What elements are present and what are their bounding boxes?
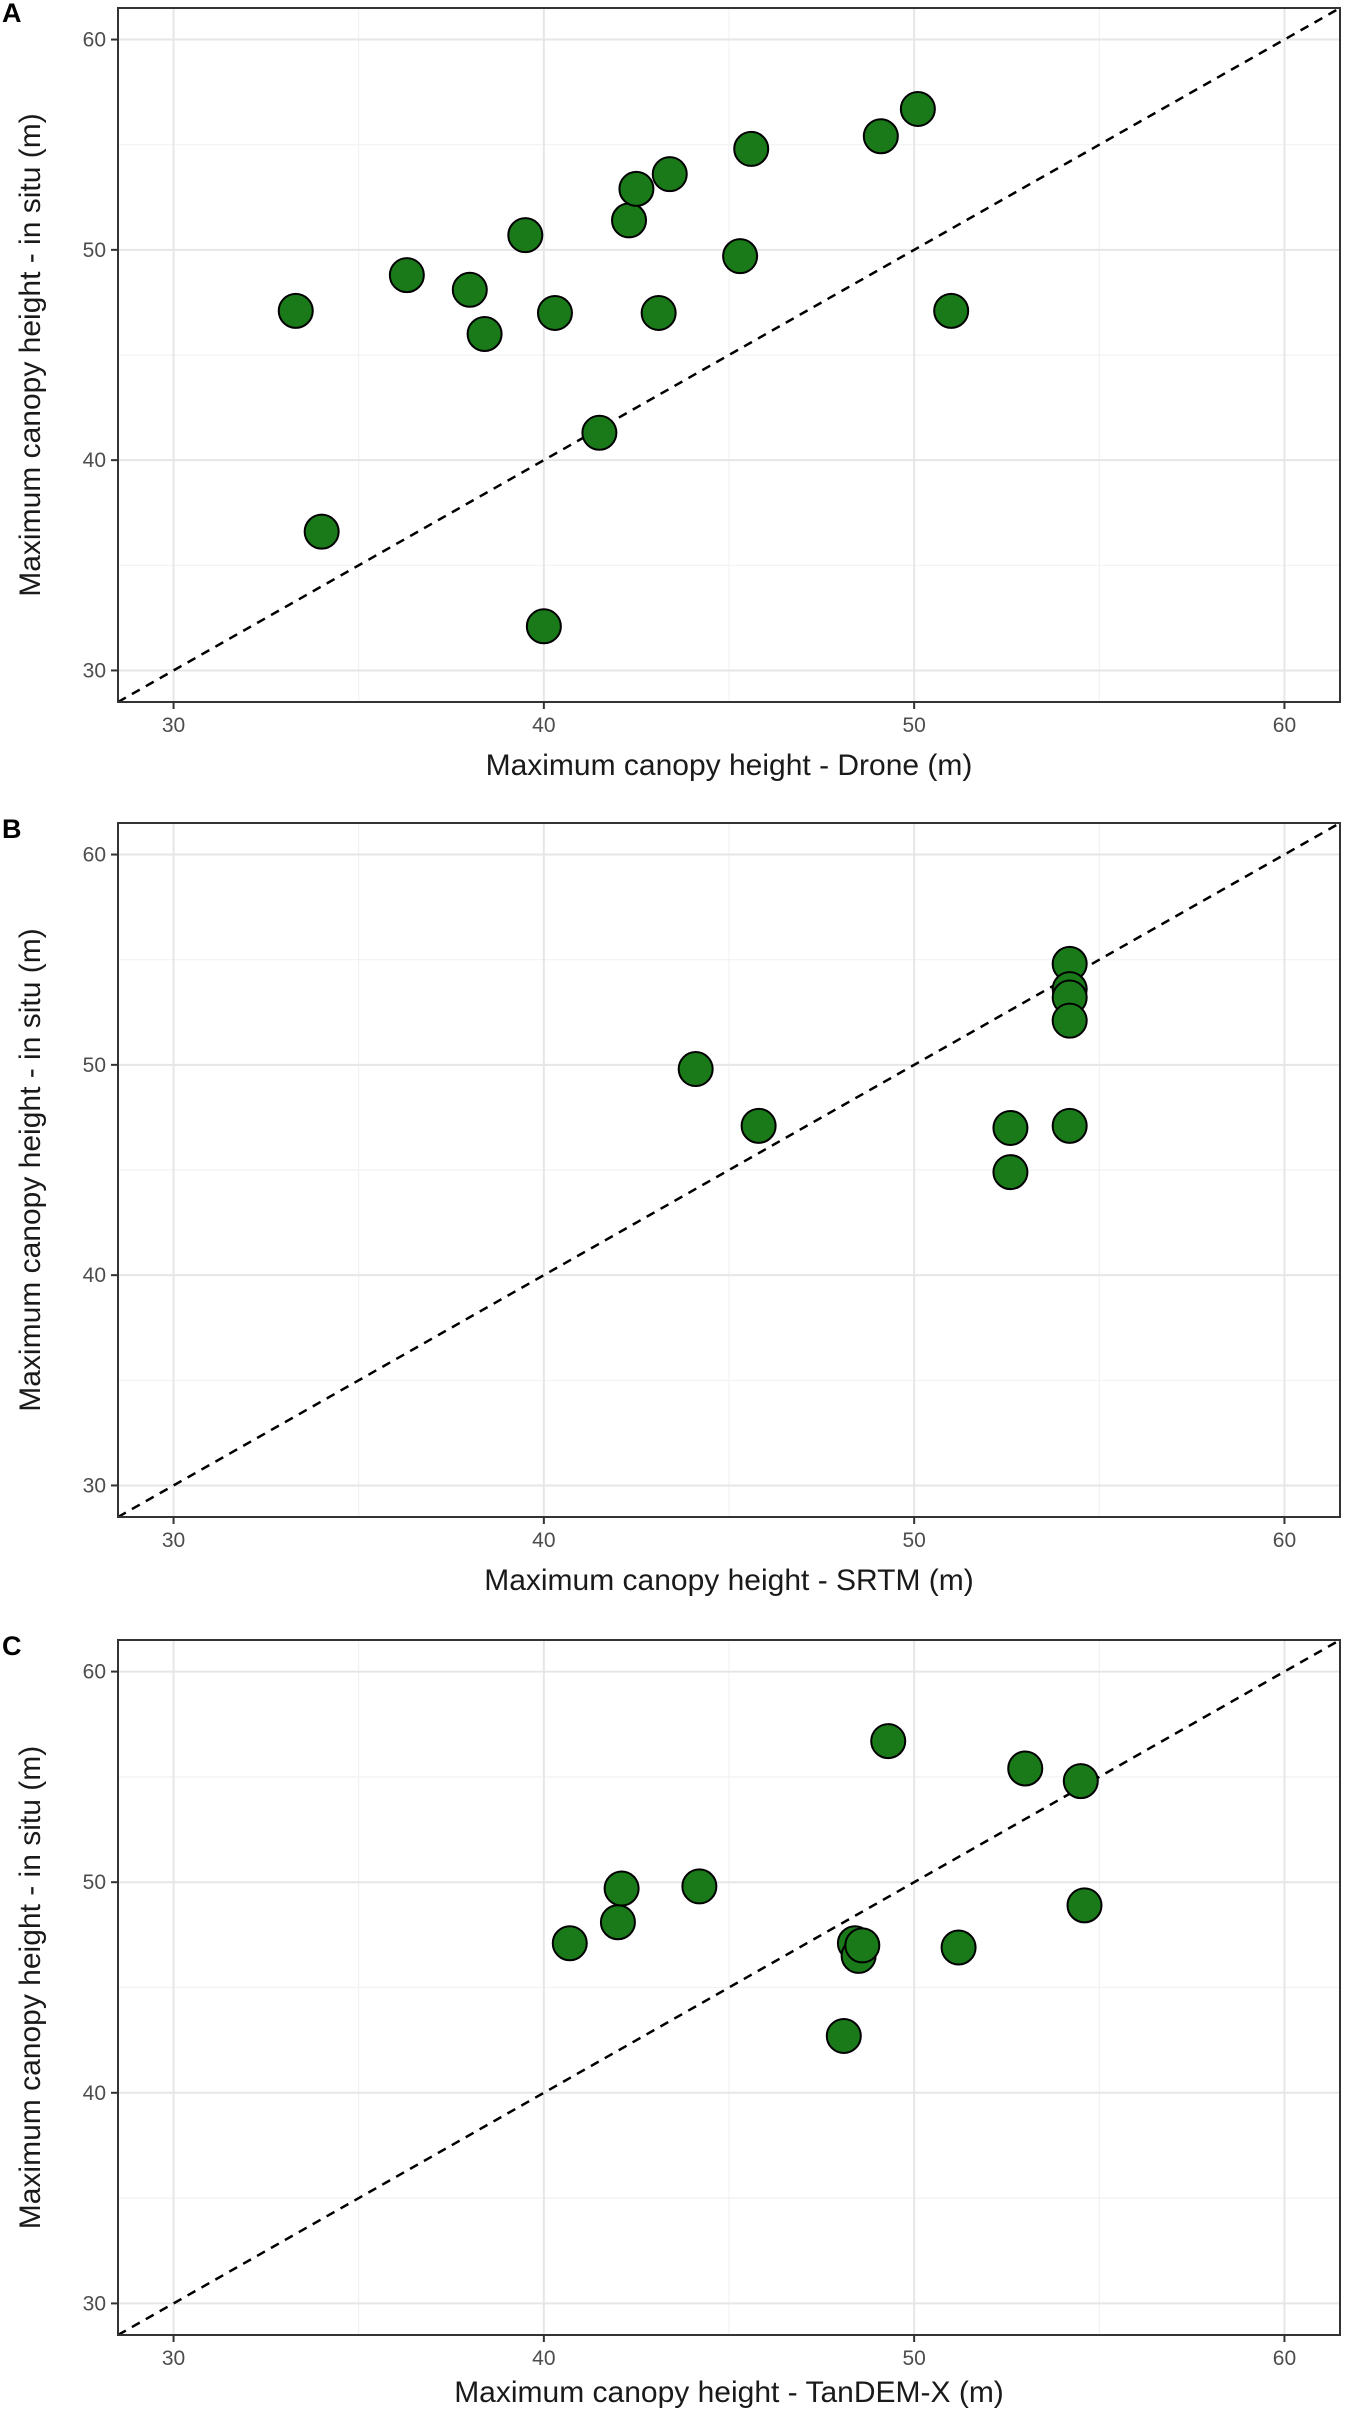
data-point[interactable]: [581, 414, 618, 451]
data-point[interactable]: [1007, 1750, 1044, 1787]
x-tick-label: 50: [902, 714, 925, 737]
data-point[interactable]: [1062, 1763, 1099, 1800]
data-point[interactable]: [599, 1904, 636, 1941]
x-tick-label: 40: [532, 714, 555, 737]
data-point[interactable]: [277, 292, 314, 329]
data-point[interactable]: [303, 513, 340, 550]
y-tick-label: 60: [83, 1661, 106, 1684]
panel-letter: A: [2, 0, 22, 28]
y-tick-label: 50: [83, 1054, 106, 1077]
x-tick-label: 60: [1273, 1529, 1296, 1552]
data-point[interactable]: [551, 1925, 588, 1962]
data-point[interactable]: [870, 1723, 907, 1760]
y-axis-title: Maximum canopy height - in situ (m): [14, 113, 47, 597]
y-tick-label: 40: [83, 449, 106, 472]
y-tick-label: 30: [83, 659, 106, 682]
x-tick-label: 50: [902, 2347, 925, 2370]
data-point[interactable]: [681, 1868, 718, 1905]
data-point[interactable]: [740, 1107, 777, 1144]
data-point[interactable]: [825, 2017, 862, 2054]
y-tick-label: 60: [83, 29, 106, 52]
y-tick-label: 50: [83, 1871, 106, 1894]
data-point[interactable]: [618, 170, 655, 207]
data-point[interactable]: [677, 1051, 714, 1088]
data-point[interactable]: [466, 315, 503, 352]
data-point[interactable]: [940, 1929, 977, 1966]
data-point[interactable]: [388, 257, 425, 294]
panel-border: [117, 7, 1341, 703]
x-axis-title: Maximum canopy height - SRTM (m): [484, 1564, 974, 1597]
y-tick-label: 40: [83, 1264, 106, 1287]
panel-letter: C: [2, 1631, 22, 1661]
y-tick-label: 50: [83, 239, 106, 262]
data-point[interactable]: [899, 90, 936, 127]
data-point[interactable]: [933, 292, 970, 329]
reference-line-1-1: [118, 823, 1340, 1517]
x-tick-label: 30: [162, 1529, 185, 1552]
x-tick-label: 40: [532, 2347, 555, 2370]
data-point[interactable]: [1051, 1107, 1088, 1144]
panel-letter: B: [2, 814, 22, 844]
y-axis-title: Maximum canopy height - in situ (m): [14, 1746, 47, 2230]
x-tick-label: 40: [532, 1529, 555, 1552]
y-tick-label: 40: [83, 2082, 106, 2105]
data-point[interactable]: [722, 238, 759, 275]
data-point[interactable]: [862, 118, 899, 155]
data-point[interactable]: [992, 1154, 1029, 1191]
x-tick-label: 30: [162, 2347, 185, 2370]
y-tick-label: 30: [83, 2292, 106, 2315]
data-point[interactable]: [844, 1927, 881, 1964]
data-point[interactable]: [451, 271, 488, 308]
x-axis-title: Maximum canopy height - Drone (m): [486, 749, 973, 782]
x-tick-label: 60: [1273, 2347, 1296, 2370]
data-point[interactable]: [733, 130, 770, 167]
panel-border: [117, 1639, 1341, 2336]
x-tick-label: 50: [902, 1529, 925, 1552]
y-axis-title: Maximum canopy height - in situ (m): [14, 928, 47, 1412]
x-axis-title: Maximum canopy height - TanDEM-X (m): [454, 2376, 1004, 2409]
data-point[interactable]: [536, 294, 573, 331]
panel-b: 30 40 50 60 30 40 50 60 Maximum canopy height - …: [2, 814, 1341, 1597]
x-tick-label: 30: [162, 714, 185, 737]
reference-line-1-1: [118, 8, 1340, 702]
reference-line-1-1: [118, 1640, 1340, 2335]
data-point[interactable]: [1066, 1887, 1103, 1924]
data-point[interactable]: [651, 156, 688, 193]
data-point[interactable]: [525, 608, 562, 645]
panel-border: [117, 822, 1341, 1518]
data-point[interactable]: [992, 1109, 1029, 1146]
data-point[interactable]: [1051, 1002, 1088, 1039]
data-point[interactable]: [640, 294, 677, 331]
y-tick-label: 60: [83, 844, 106, 867]
panel-c: 30 40 50 60 30 40 50 60 Maximum canopy height - …: [2, 1631, 1341, 2409]
y-tick-label: 30: [83, 1474, 106, 1497]
data-point[interactable]: [603, 1870, 640, 1907]
x-tick-label: 60: [1273, 714, 1296, 737]
panel-a: 30 40 50 60 30 40 50 60 Maximum canopy height - …: [2, 0, 1341, 782]
data-point[interactable]: [507, 217, 544, 254]
data-point[interactable]: [611, 202, 648, 239]
